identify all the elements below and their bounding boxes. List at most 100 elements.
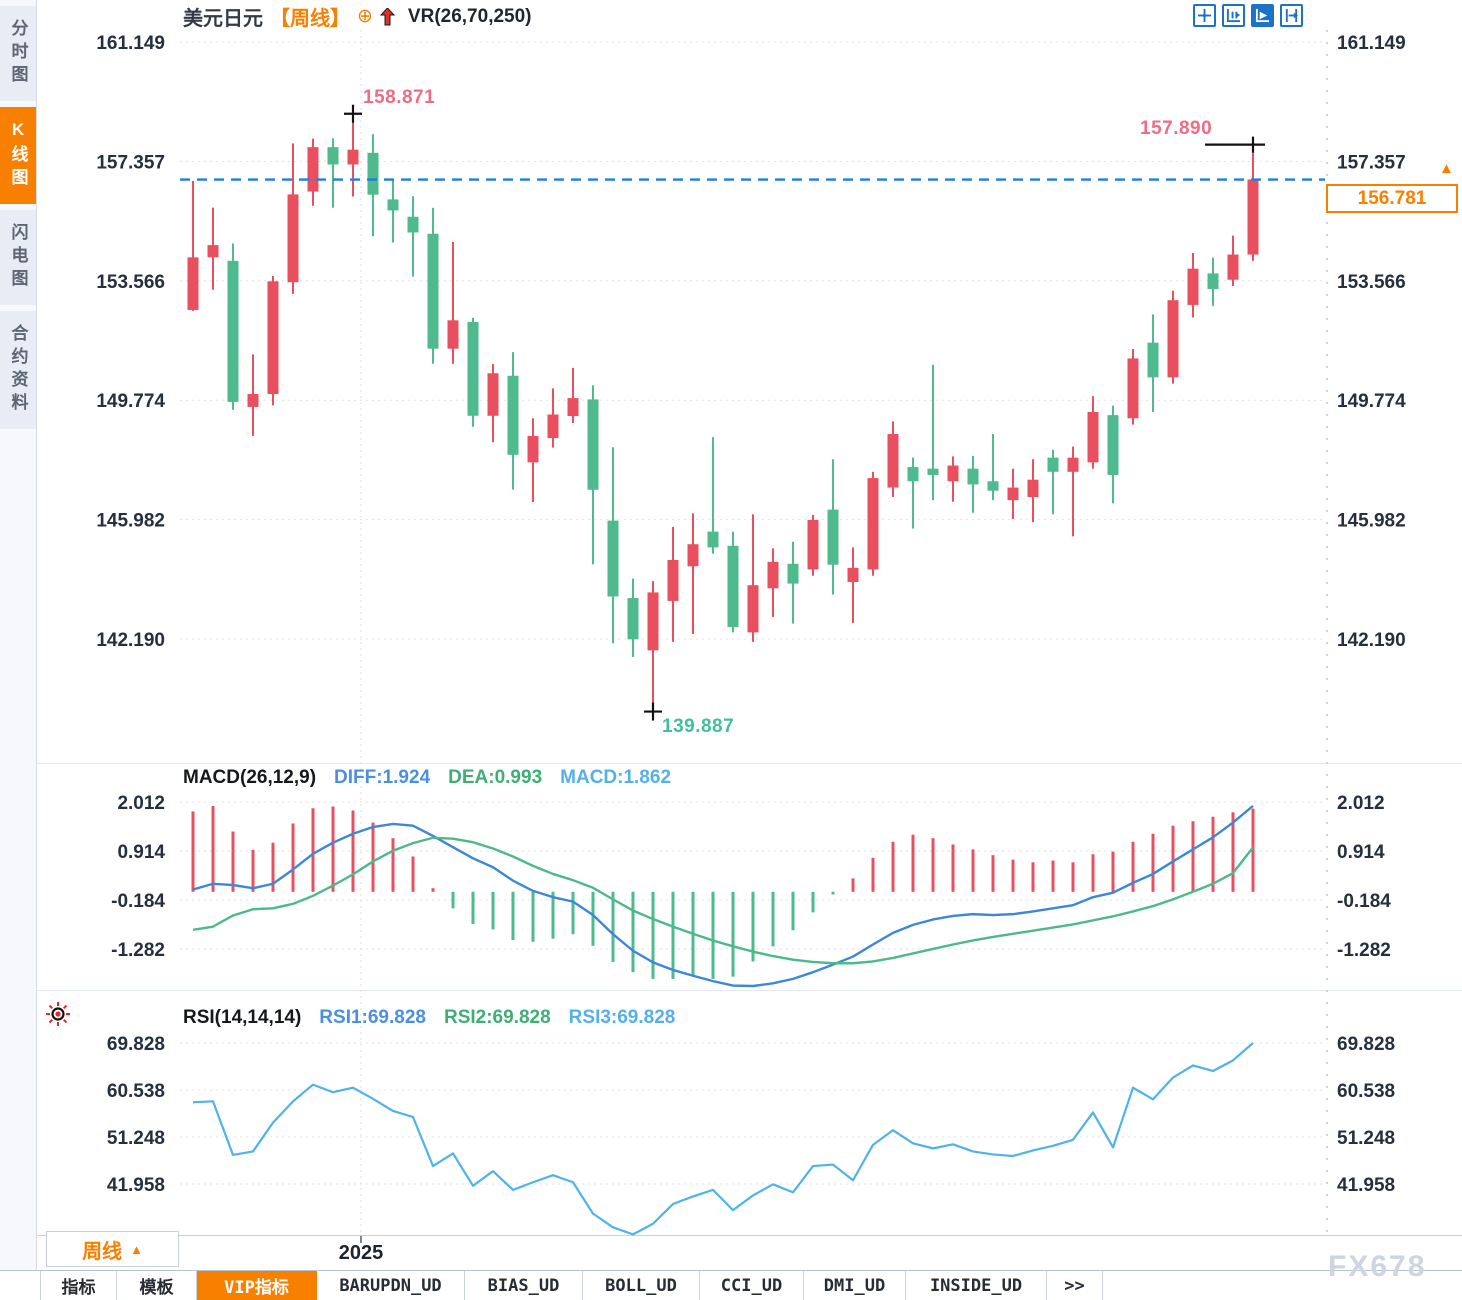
macd-bar	[251, 849, 255, 892]
tab-vip-indicators[interactable]: VIP指标	[197, 1271, 317, 1300]
macd-bar	[1111, 851, 1115, 892]
candle-body	[367, 152, 379, 195]
macd-bar	[211, 806, 215, 892]
svg-text:2.012: 2.012	[1337, 793, 1385, 814]
go-to-latest-icon[interactable]	[1280, 4, 1303, 27]
svg-text:142.190: 142.190	[96, 630, 165, 651]
macd-bar	[791, 891, 795, 931]
sidebar-item-kline[interactable]: K线图	[0, 107, 36, 204]
candle-body	[667, 559, 679, 601]
macd-bar	[591, 891, 595, 946]
candle-body	[627, 598, 639, 640]
rsi2-value: RSI2:69.828	[443, 1007, 551, 1028]
move-crosshair-icon[interactable]	[1193, 4, 1216, 27]
candle-body	[187, 257, 199, 310]
macd-bar	[1091, 854, 1095, 892]
svg-text:-0.184: -0.184	[111, 891, 165, 912]
rsi3-value: RSI3:69.828	[568, 1007, 676, 1028]
circle-plus-icon[interactable]: ⊕	[357, 6, 373, 27]
overlay-indicator-label[interactable]: VR(26,70,250)	[407, 5, 532, 27]
svg-text:149.774: 149.774	[96, 391, 165, 412]
candle-body	[547, 414, 559, 439]
axis-zoom-icon[interactable]	[1222, 4, 1245, 27]
macd-bar	[1031, 862, 1035, 892]
sidebar-item-contract-info[interactable]: 合约资料	[0, 311, 36, 429]
auto-track-icon[interactable]	[1251, 4, 1274, 27]
tab-barupdn-ud[interactable]: BARUPDN_UD	[317, 1271, 465, 1300]
macd-bar	[1251, 808, 1255, 892]
svg-text:161.149: 161.149	[1337, 33, 1406, 54]
svg-text:41.958: 41.958	[1337, 1175, 1395, 1196]
candle-body	[647, 592, 659, 651]
tab-templates[interactable]: 模板	[117, 1271, 197, 1300]
tab-inside-ud[interactable]: INSIDE_UD	[906, 1271, 1047, 1300]
candle-body	[387, 199, 399, 211]
svg-text:69.828: 69.828	[107, 1034, 165, 1055]
macd-bar	[731, 891, 735, 977]
candle-body	[1227, 254, 1239, 280]
candle-body	[847, 567, 859, 583]
svg-text:41.958: 41.958	[107, 1175, 165, 1196]
rsi1-value: RSI1:69.828	[319, 1007, 426, 1028]
candle-body	[1187, 268, 1199, 305]
chart-toolbar	[1193, 4, 1303, 27]
chart-header: 美元日元 【周线】 ⊕ VR(26,70,250)	[183, 3, 532, 31]
candle-body	[807, 519, 819, 570]
svg-text:145.982: 145.982	[96, 511, 165, 532]
timeframe-label[interactable]: 【周线】	[270, 8, 350, 30]
indicator-tabbar: 指标 模板 VIP指标 BARUPDN_UD BIAS_UD BOLL_UD C…	[0, 1270, 1462, 1300]
svg-text:161.149: 161.149	[96, 33, 165, 54]
sidebar-item-label: 闪电图	[8, 223, 28, 292]
macd-bar	[971, 849, 975, 892]
swing-high-label: 157.890	[1140, 118, 1213, 139]
tab-dmi-ud[interactable]: DMI_UD	[804, 1271, 906, 1300]
macd-legend: MACD(26,12,9) DIFF:1.924 DEA:0.993 MACD:…	[183, 767, 671, 789]
svg-text:149.774: 149.774	[1337, 391, 1406, 412]
candle-body	[467, 321, 479, 416]
candle-body	[287, 194, 299, 283]
macd-bar	[851, 878, 855, 892]
macd-bar	[811, 891, 815, 913]
svg-text:0.914: 0.914	[1337, 842, 1385, 863]
sidebar-item-lightning[interactable]: 闪电图	[0, 210, 36, 305]
period-selector[interactable]: 周线 ▲	[46, 1231, 179, 1267]
candle-body	[607, 520, 619, 597]
indicator-settings-icon[interactable]	[44, 1000, 72, 1028]
tab-more[interactable]: >>	[1047, 1271, 1103, 1300]
svg-text:145.982: 145.982	[1337, 511, 1406, 532]
swing-high-label: 158.871	[363, 87, 436, 108]
candle-body	[927, 468, 939, 475]
macd-bar	[931, 838, 935, 892]
candle-body	[1027, 479, 1039, 497]
swing-markers	[344, 104, 1265, 721]
macd-bar	[771, 891, 775, 947]
macd-title[interactable]: MACD(26,12,9)	[183, 767, 317, 788]
candle-body	[227, 260, 239, 402]
candle-body	[1047, 457, 1059, 472]
tab-indicators[interactable]: 指标	[40, 1271, 117, 1300]
sidebar-item-timeline[interactable]: 分时图	[0, 6, 36, 101]
macd-bar	[451, 891, 455, 909]
macd-bar	[511, 891, 515, 941]
candle-body	[947, 465, 959, 482]
svg-text:157.357: 157.357	[96, 152, 165, 173]
candle-body	[207, 245, 219, 258]
rsi-title[interactable]: RSI(14,14,14)	[183, 1007, 302, 1028]
tab-bias-ud[interactable]: BIAS_UD	[465, 1271, 583, 1300]
sidebar-item-label: 合约资料	[8, 324, 28, 416]
macd-bar	[891, 841, 895, 892]
macd-bar	[611, 891, 615, 962]
tab-boll-ud[interactable]: BOLL_UD	[583, 1271, 700, 1300]
macd-bar	[1071, 862, 1075, 892]
svg-text:60.538: 60.538	[1337, 1081, 1395, 1102]
macd-bar	[991, 855, 995, 892]
macd-bar	[391, 838, 395, 892]
svg-text:0.914: 0.914	[117, 842, 165, 863]
candle-body	[487, 373, 499, 416]
macd-bar	[371, 822, 375, 892]
macd-bar	[431, 888, 435, 892]
macd-bar	[551, 891, 555, 939]
tab-cci-ud[interactable]: CCI_UD	[700, 1271, 804, 1300]
candle-body	[1247, 179, 1259, 255]
